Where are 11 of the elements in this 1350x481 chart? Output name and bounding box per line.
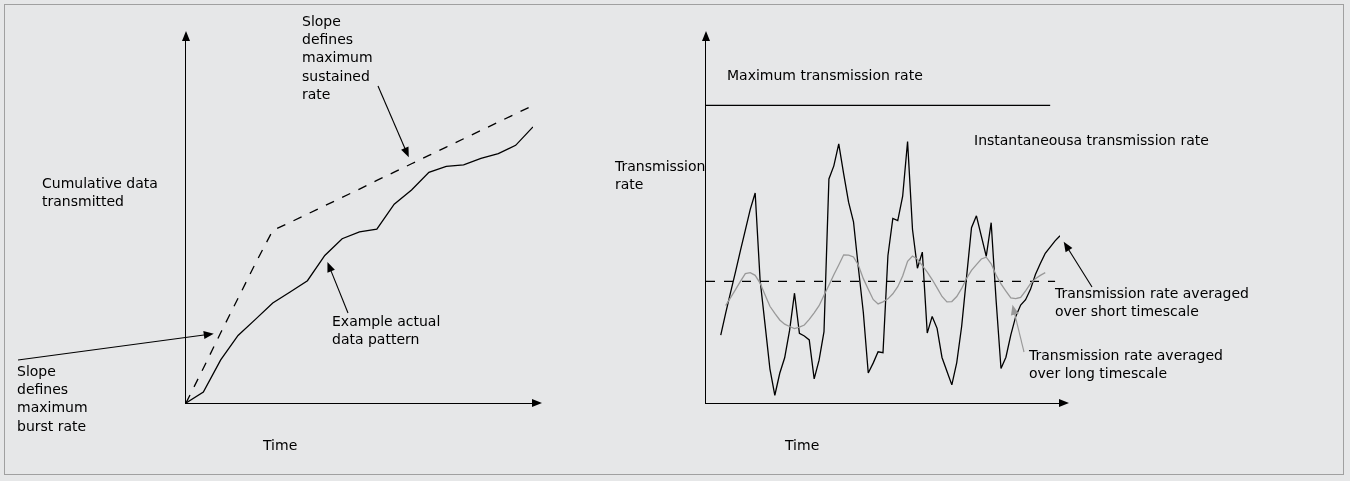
text: Slope defines maximum sustained rate [302, 13, 373, 102]
y-axis-title: Cumulative data transmitted [42, 175, 158, 210]
x-axis-title: Time [262, 437, 298, 453]
text: Transmission rate averaged over long timescale [1028, 347, 1223, 382]
x-axis-title: Time [784, 437, 820, 453]
annotation: Instantaneousa transmission rate [974, 132, 1209, 148]
annotation: Example actual data pattern [332, 313, 441, 348]
y-axis-title: Transmission rate [614, 158, 706, 193]
series-label: Maximum transmission rate [727, 67, 923, 83]
series-label: Transmission rate averaged over short timescale [1054, 285, 1249, 320]
text: Slope defines maximum burst rate [17, 363, 88, 434]
